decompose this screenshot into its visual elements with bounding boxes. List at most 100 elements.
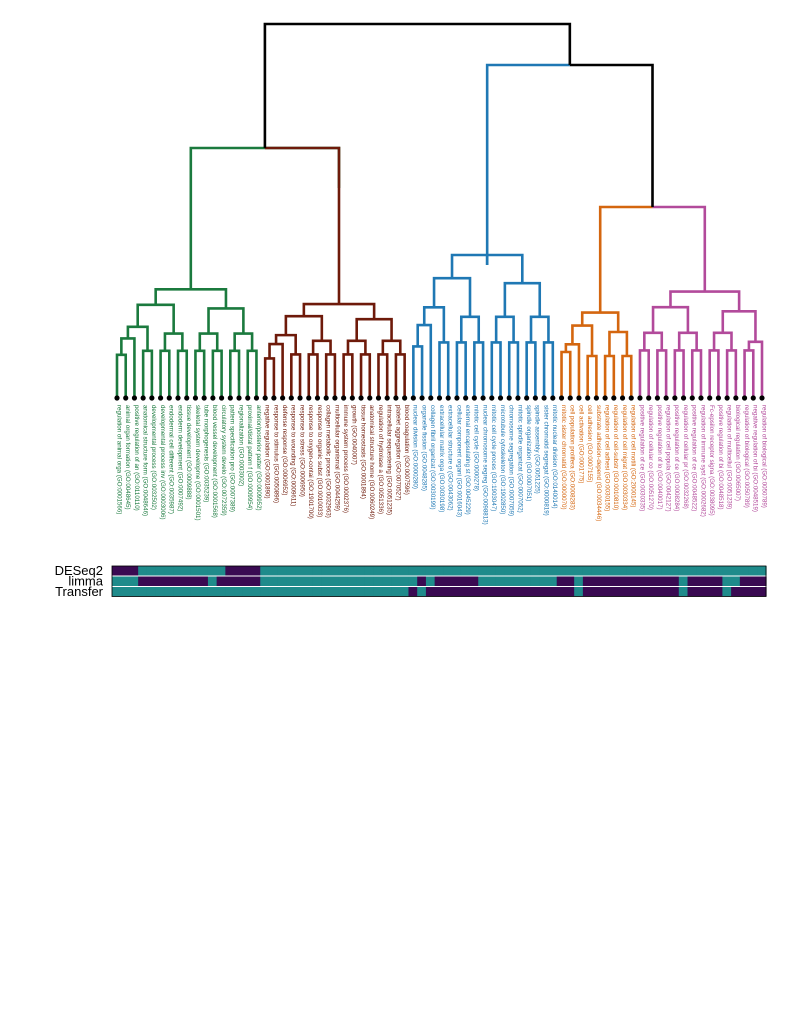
leaf-label-46: mitotic spindle organizat (GO:0007052): [516, 405, 523, 513]
dendrogram-link-67: [725, 349, 738, 398]
heatmap-cell-2-34: [408, 587, 418, 597]
heatmap-cell-1-28: [356, 576, 366, 586]
dendrogram-link-22: [311, 339, 332, 355]
leaf-label-73: negative regulation of bi (GO:0048519): [752, 405, 759, 512]
heatmap-cell-0-54: [582, 566, 593, 576]
leaf-label-4: developmental process (GO:0032502): [150, 405, 157, 510]
dendrogram-link-9: [207, 307, 245, 334]
leaf-marker-67: [698, 395, 704, 401]
dendrogram-link-65: [712, 331, 733, 351]
heatmap-cell-2-22: [303, 587, 314, 597]
heatmap-cell-2-47: [521, 587, 532, 597]
leaf-label-64: positive regulation of ce (GO:0008284): [673, 405, 680, 511]
heatmap-cell-1-20: [286, 576, 296, 586]
leaf-marker-58: [619, 395, 626, 401]
heatmap-cell-1-26: [338, 576, 349, 586]
leaf-marker-49: [541, 395, 547, 401]
heatmap-cell-2-36: [425, 587, 436, 597]
leaf-marker-53: [576, 395, 582, 401]
heatmap-border: [111, 565, 767, 597]
dendrogram-link-55: [621, 354, 633, 398]
heatmap-cell-1-63: [661, 576, 671, 586]
heatmap-cell-0-49: [539, 566, 549, 576]
heatmap-cell-0-64: [670, 566, 680, 576]
heatmap-cell-0-63: [661, 566, 671, 576]
dendrogram-link-63: [690, 349, 703, 398]
dendrogram-link-53: [608, 330, 629, 356]
heatmap-cell-1-19: [277, 576, 287, 586]
heatmap-cell-2-63: [661, 587, 671, 597]
heatmap-cell-0-66: [687, 566, 697, 576]
leaf-marker-43: [489, 395, 495, 401]
dendrogram-link-78: [652, 205, 707, 247]
heatmap-cell-1-54: [582, 576, 593, 586]
heatmap-cell-1-14: [234, 576, 244, 586]
heatmap-cell-2-20: [286, 587, 296, 597]
leaf-marker-61: [646, 395, 652, 401]
heatmap-cell-1-25: [330, 576, 340, 586]
leaf-label-16: anterior/posterior patter (GO:0009952): [255, 405, 262, 511]
heatmap-cell-0-32: [391, 566, 401, 576]
leaf-marker-25: [332, 395, 338, 401]
dendrogram-link-54: [603, 354, 616, 398]
leaf-marker-21: [297, 395, 303, 401]
heatmap-cell-1-6: [164, 576, 174, 586]
dendrogram-link-80: [485, 63, 570, 225]
dendrogram-link-13: [233, 332, 254, 351]
heatmap-cell-0-19: [277, 566, 287, 576]
leaf-marker-56: [602, 395, 608, 401]
leaf-marker-6: [166, 395, 172, 401]
leaf-label-2: positive regulation of an (GO:0110110): [133, 405, 140, 511]
heatmap-cell-2-23: [312, 587, 322, 597]
heatmap-cell-0-55: [591, 566, 601, 576]
leaf-label-72: regulation of biological (GO:0050789): [743, 405, 750, 508]
heatmap-cell-0-28: [356, 566, 366, 576]
leaf-marker-8: [184, 395, 190, 401]
leaf-marker-64: [672, 395, 678, 401]
dendrogram-link-34: [422, 305, 446, 343]
dendrogram-link-57: [651, 305, 690, 333]
heatmap-cell-2-15: [242, 587, 253, 597]
heatmap-cell-2-44: [495, 587, 505, 597]
heatmap-cell-0-21: [295, 566, 305, 576]
heatmap-cell-1-18: [268, 576, 279, 586]
leaf-marker-68: [707, 395, 713, 401]
dendrogram-link-15: [246, 349, 258, 398]
heatmap-cell-1-59: [626, 576, 636, 586]
dendrogram-link-47: [542, 341, 555, 398]
heatmap-cell-0-45: [504, 566, 514, 576]
leaf-marker-73: [750, 395, 756, 401]
dendrogram-link-75: [189, 146, 341, 188]
heatmap-cell-1-48: [530, 576, 540, 586]
heatmap-cell-1-56: [600, 576, 610, 586]
heatmap-cell-0-14: [234, 566, 244, 576]
leaf-marker-32: [393, 395, 399, 401]
heatmap-cell-2-52: [565, 587, 575, 597]
leaf-label-44: microtubule cytoskeleton (GO:1902850): [499, 405, 506, 514]
leaf-label-0: regulation of animal orga (GO:0001566): [115, 405, 122, 514]
leaf-marker-9: [192, 395, 199, 401]
heatmap-cell-1-49: [539, 576, 549, 586]
dendrogram-link-8: [176, 349, 189, 398]
leaf-label-53: cell activation (GO:0001775): [577, 405, 584, 483]
dendrogram-link-50: [564, 343, 581, 398]
heatmap-cell-2-51: [556, 587, 567, 597]
heatmap: [111, 565, 767, 597]
leaf-label-42: nuclear chromosome segreg (GO:0098813): [481, 405, 488, 525]
leaf-marker-57: [611, 395, 617, 401]
leaf-label-38: extracellular structure o (GO:0043062): [447, 405, 454, 511]
leaf-marker-52: [567, 395, 573, 401]
heatmap-cell-0-60: [635, 566, 645, 576]
leaf-label-5: developmental process inv (GO:0003006): [159, 405, 166, 520]
heatmap-cell-2-35: [417, 587, 427, 597]
heatmap-cell-0-43: [486, 566, 497, 576]
leaf-marker-11: [210, 395, 216, 401]
heatmap-cell-2-40: [460, 587, 471, 597]
heatmap-cell-2-60: [635, 587, 645, 597]
heatmap-cell-0-11: [207, 566, 218, 576]
leaf-marker-36: [428, 395, 434, 401]
heatmap-cell-1-73: [748, 576, 758, 586]
leaf-label-43: mitotic cell cycle proces (GO:1903047): [490, 405, 497, 511]
leaf-marker-2: [131, 395, 138, 401]
leaf-label-21: response to stress (GO:0006950): [298, 405, 305, 497]
